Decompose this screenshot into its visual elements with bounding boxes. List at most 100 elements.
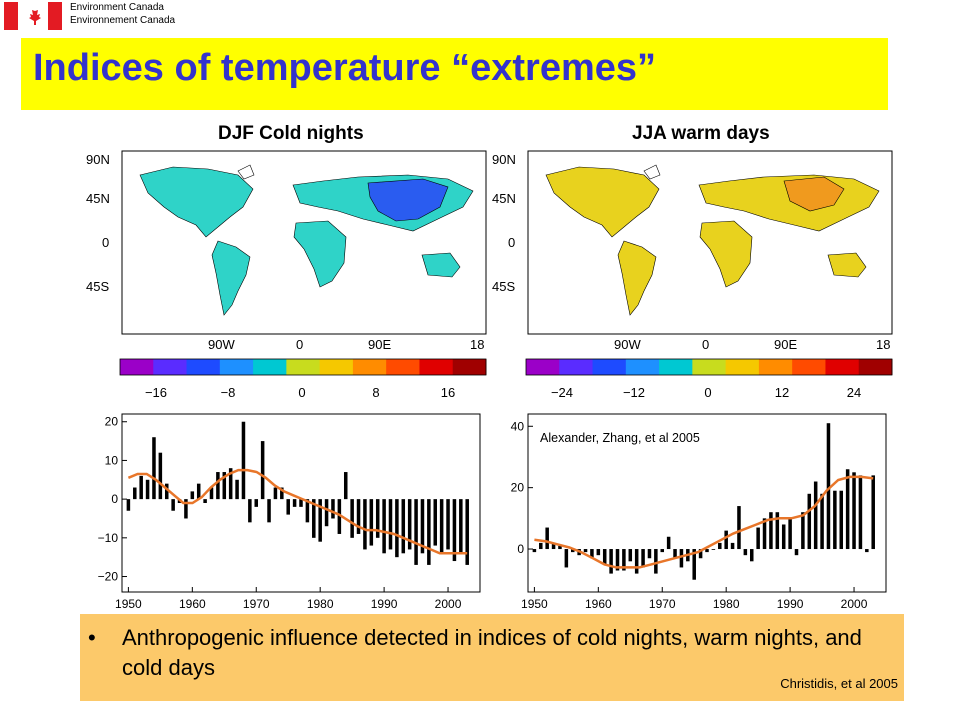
colorbar-swatch — [186, 359, 221, 375]
bar — [590, 549, 594, 559]
bar — [711, 549, 716, 550]
colorbar-swatch — [758, 359, 793, 375]
colorbar-tick: 0 — [704, 385, 711, 400]
dept-line-english: Environment Canada — [70, 2, 164, 13]
citation-annotation: Alexander, Zhang, et al 2005 — [540, 431, 700, 445]
lat-label: 45N — [86, 191, 110, 206]
bar — [698, 549, 703, 559]
bullet-dot: • — [88, 625, 96, 650]
colorbar-swatch — [625, 359, 660, 375]
bar — [570, 549, 575, 553]
bar — [583, 549, 588, 553]
bar — [343, 472, 348, 500]
bar — [813, 481, 818, 550]
bar — [318, 499, 322, 542]
bar — [196, 483, 201, 500]
colorbar-swatch — [219, 359, 254, 375]
colorbar-djf — [119, 358, 487, 376]
lon-labels-djf: 90W 0 90E 18 — [208, 337, 484, 352]
department-name: Environment Canada Environnement Canada — [70, 1, 175, 27]
bar — [801, 512, 805, 550]
y-tick-label: 20 — [511, 481, 525, 495]
colorbar-swatch — [725, 359, 760, 375]
bar — [558, 545, 562, 550]
bar — [139, 475, 143, 500]
bar — [807, 493, 812, 550]
bar — [465, 499, 469, 565]
lat-labels-jja: 90N 45N 0 45S — [492, 152, 516, 294]
bar — [446, 499, 450, 550]
colorbar-swatch — [659, 359, 693, 375]
lon-label: 90E — [368, 337, 391, 352]
world-map-jja — [545, 164, 880, 316]
bar — [145, 479, 150, 500]
colorbar-ticks-jja: −24 −12 0 12 24 — [551, 385, 861, 400]
bar — [382, 499, 386, 554]
map-panel-jja: 90N 45N 0 45S 90W 0 90E 18 −24 −12 0 12 … — [492, 150, 893, 400]
colorbar-swatch — [825, 359, 860, 375]
bar — [452, 499, 457, 562]
trend-line — [127, 468, 468, 555]
plot-frame — [527, 413, 887, 593]
colorbar-tick: −8 — [221, 385, 236, 400]
trend-line-path — [127, 468, 468, 555]
lat-label: 45N — [492, 191, 516, 206]
colorbar-ticks-djf: −16 −8 0 8 16 — [145, 385, 455, 400]
bar — [602, 549, 607, 565]
bar — [762, 518, 767, 550]
bar — [407, 499, 412, 550]
bar — [654, 549, 658, 574]
bar — [337, 499, 342, 534]
x-tick-label: 1950 — [115, 597, 142, 611]
bar — [401, 499, 406, 554]
bar — [564, 549, 569, 568]
bar — [209, 487, 214, 500]
lat-label: 0 — [508, 235, 515, 250]
x-tick-label: 1990 — [777, 597, 804, 611]
bar — [286, 499, 290, 515]
bar — [228, 468, 233, 500]
lon-label: 0 — [702, 337, 709, 352]
bar — [241, 421, 246, 500]
bar — [660, 549, 665, 553]
bar — [254, 499, 259, 507]
bar — [190, 491, 195, 500]
bar — [356, 499, 361, 534]
lon-label: 90W — [208, 337, 235, 352]
lat-label: 45S — [86, 279, 109, 294]
bar — [551, 542, 556, 550]
x-tick-label: 1960 — [179, 597, 206, 611]
bar-series — [126, 421, 469, 565]
bar — [216, 472, 220, 500]
bar — [788, 518, 792, 550]
colorbar-swatch — [386, 359, 420, 375]
colorbar-tick: −12 — [623, 385, 645, 400]
x-tick-label: 1980 — [713, 597, 740, 611]
map-title-jja: JJA warm days — [632, 123, 770, 144]
lat-label: 90N — [492, 152, 516, 167]
y-tick-label: 20 — [105, 415, 119, 429]
lon-label: 18 — [876, 337, 890, 352]
bar — [126, 499, 131, 511]
bar — [299, 499, 303, 507]
bar — [152, 437, 156, 500]
colorbar-swatch — [419, 359, 454, 375]
colorbar-swatch — [153, 359, 188, 375]
colorbar-tick: 12 — [775, 385, 789, 400]
bar — [331, 499, 335, 519]
bar — [628, 549, 633, 562]
colorbar-tick: −24 — [551, 385, 573, 400]
bar — [769, 512, 773, 550]
map-panel-djf: 90N 45N 0 45S 90W 0 90E 18 −16 −8 0 8 16 — [86, 150, 487, 400]
bar — [775, 512, 780, 550]
bar — [749, 549, 754, 562]
x-tick-label: 1960 — [585, 597, 612, 611]
bar — [260, 441, 265, 500]
bar — [420, 499, 425, 554]
bar — [705, 549, 709, 553]
bar — [203, 499, 207, 503]
bar — [845, 469, 850, 550]
bar — [673, 549, 677, 559]
world-map-djf — [139, 164, 474, 316]
